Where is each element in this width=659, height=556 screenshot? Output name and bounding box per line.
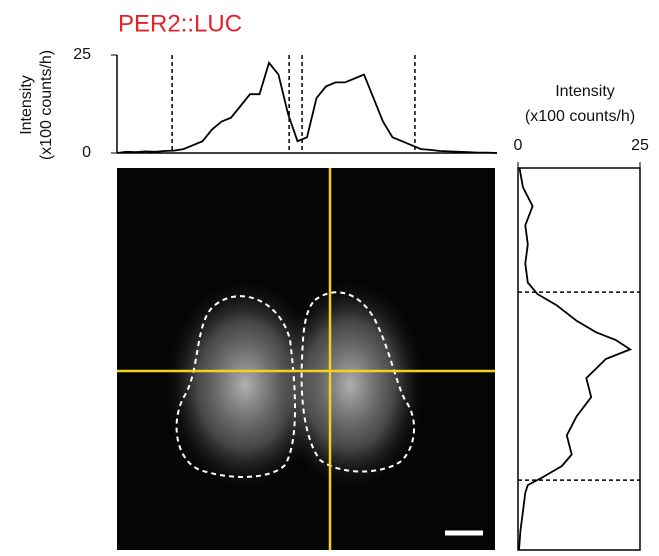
chart-title: PER2::LUC: [118, 10, 242, 37]
profile-line: [518, 167, 633, 551]
outline-left: [175, 295, 296, 478]
x-tick-label: 0: [514, 137, 523, 154]
x-axis-label: (x100 counts/h): [525, 108, 635, 125]
outline-right: [300, 291, 416, 473]
image: [117, 168, 495, 550]
y-tick-label: 25: [73, 46, 91, 63]
x-axis-label: Intensity: [555, 83, 615, 100]
plot-frame: [517, 167, 641, 551]
x-tick-label: 25: [631, 137, 649, 154]
y-axis-label: (x100 counts/h): [38, 50, 55, 160]
profile-line: [116, 60, 498, 154]
glow-right: [275, 280, 425, 490]
y-tick-label: 0: [82, 144, 91, 161]
glow-left: [165, 280, 325, 490]
y-axis-label: Intensity: [18, 75, 35, 135]
